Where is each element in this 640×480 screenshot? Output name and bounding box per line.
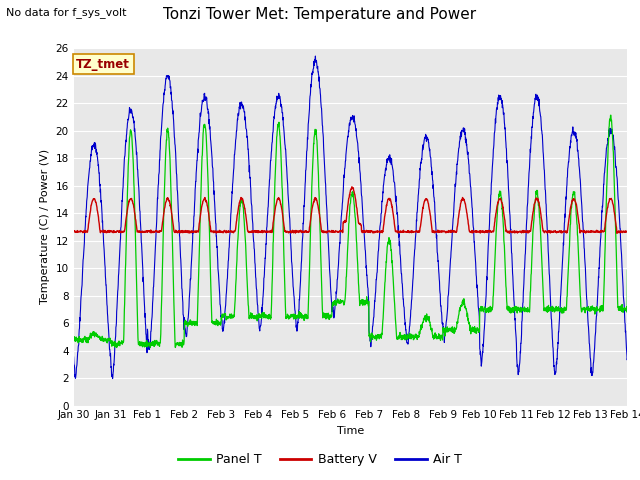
Y-axis label: Temperature (C) / Power (V): Temperature (C) / Power (V)	[40, 149, 50, 304]
X-axis label: Time: Time	[337, 426, 364, 436]
Text: TZ_tmet: TZ_tmet	[76, 58, 131, 71]
Text: No data for f_sys_volt: No data for f_sys_volt	[6, 7, 127, 18]
Legend: Panel T, Battery V, Air T: Panel T, Battery V, Air T	[173, 448, 467, 471]
Text: Tonzi Tower Met: Temperature and Power: Tonzi Tower Met: Temperature and Power	[163, 7, 477, 22]
